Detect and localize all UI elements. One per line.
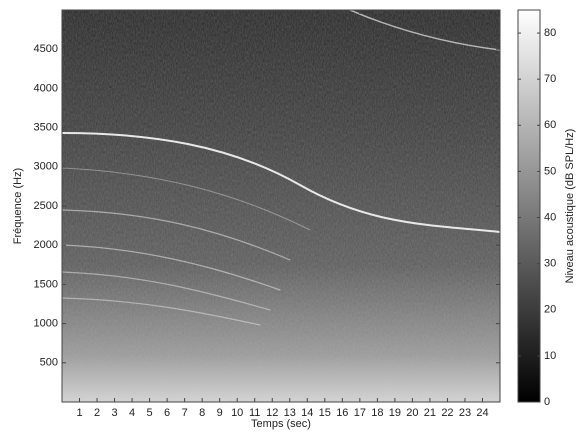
- x-tick-label: 12: [266, 407, 278, 419]
- colorbar-tick-label: 20: [544, 304, 556, 316]
- colorbar: [518, 10, 540, 402]
- x-tick-label: 20: [406, 407, 418, 419]
- x-tick-label: 13: [284, 407, 296, 419]
- x-tick-label: 19: [389, 407, 401, 419]
- colorbar-tick-label: 10: [544, 350, 556, 362]
- colorbar-tick-label: 40: [544, 211, 556, 223]
- x-tick-label: 6: [164, 407, 170, 419]
- x-tick-label: 17: [354, 407, 366, 419]
- x-tick-label: 4: [129, 407, 135, 419]
- y-tick-label: 1500: [34, 278, 58, 290]
- colorbar-label: Niveau acoustique (dB SPL/Hz): [564, 129, 576, 284]
- chart: Temps (sec) Fréquence (Hz) Niveau acoust…: [0, 0, 579, 432]
- y-tick-label: 2500: [34, 200, 58, 212]
- colorbar-tick-label: 0: [544, 396, 550, 408]
- y-tick-label: 2000: [34, 239, 58, 251]
- x-tick-label: 3: [111, 407, 117, 419]
- y-tick-label: 3500: [34, 122, 58, 134]
- x-tick-label: 15: [319, 407, 331, 419]
- colorbar-tick-label: 70: [544, 73, 556, 85]
- colorbar-tick-label: 80: [544, 27, 556, 39]
- x-tick-label: 23: [459, 407, 471, 419]
- colorbar-tick-label: 30: [544, 258, 556, 270]
- x-tick-label: 21: [424, 407, 436, 419]
- x-tick-label: 8: [199, 407, 205, 419]
- x-tick-label: 24: [476, 407, 488, 419]
- y-tick-label: 4000: [34, 82, 58, 94]
- x-tick-label: 11: [249, 407, 260, 419]
- x-tick-label: 22: [441, 407, 453, 419]
- x-tick-label: 2: [94, 407, 100, 419]
- colorbar-tick-label: 50: [544, 165, 556, 177]
- x-tick-label: 7: [182, 407, 188, 419]
- x-tick-label: 16: [336, 407, 348, 419]
- x-axis-label: Temps (sec): [251, 418, 311, 430]
- x-tick-label: 14: [301, 407, 313, 419]
- y-tick-label: 3000: [34, 161, 58, 173]
- x-tick-label: 10: [231, 407, 243, 419]
- spectrogram-image: [62, 10, 500, 402]
- x-tick-label: 9: [217, 407, 223, 419]
- x-tick-label: 5: [147, 407, 153, 419]
- x-tick-label: 1: [76, 407, 82, 419]
- colorbar-tick-label: 60: [544, 119, 556, 131]
- y-axis-label: Fréquence (Hz): [12, 168, 24, 244]
- y-tick-label: 1000: [34, 318, 58, 330]
- y-tick-label: 4500: [34, 43, 58, 55]
- x-tick-label: 18: [371, 407, 383, 419]
- y-tick-label: 500: [40, 357, 58, 369]
